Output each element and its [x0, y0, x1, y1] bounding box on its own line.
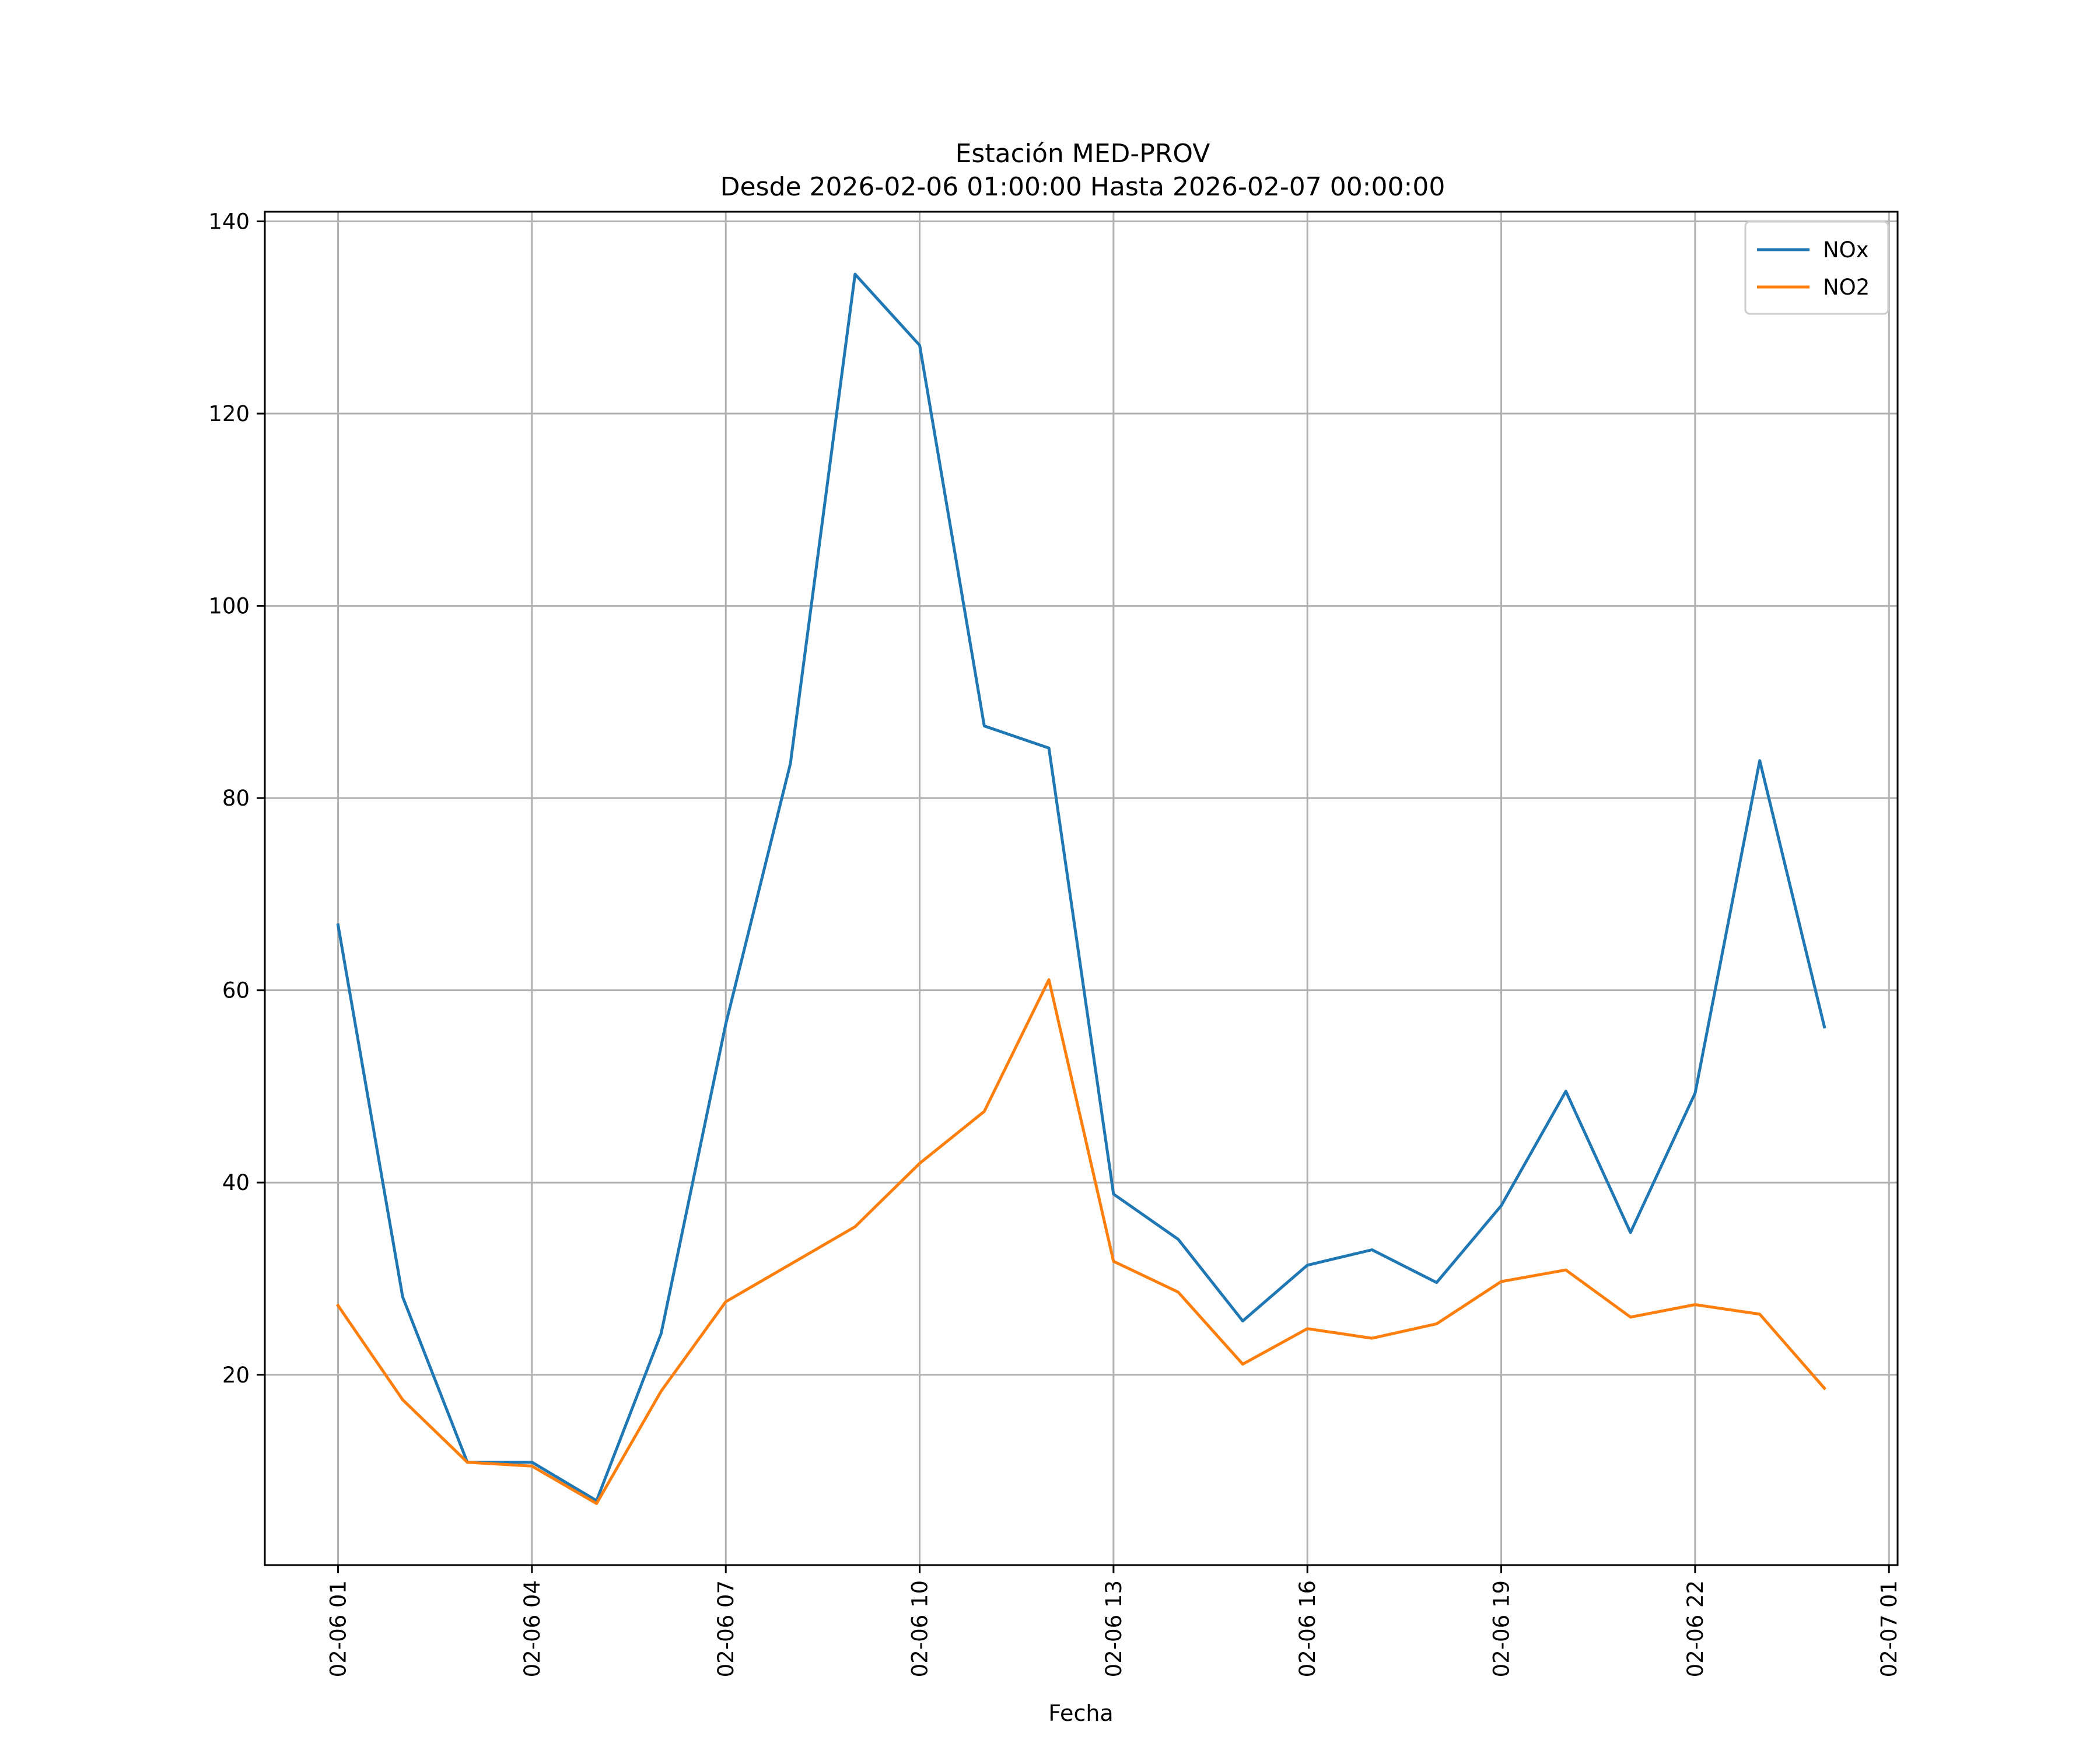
plot-frame [264, 211, 1899, 1566]
x-tick-label: 02-06 22 [1683, 1580, 1708, 1677]
x-tick-label: 02-06 04 [520, 1580, 545, 1677]
legend-label-no2: NO2 [1823, 275, 1870, 300]
y-tick-label: 40 [222, 1170, 250, 1195]
series-line-nox [336, 272, 1826, 1503]
x-tick-label: 02-06 19 [1489, 1580, 1514, 1677]
x-axis-label: Fecha [1048, 1700, 1113, 1726]
y-tick-label: 80 [222, 786, 250, 811]
plot-series [336, 272, 1827, 1505]
legend-label-nox: NOx [1823, 237, 1869, 262]
axis-ticks: 02-06 01 02-06 04 02-06 07 02-06 10 02-06 13… [208, 209, 1902, 1677]
chart-subtitle: Desde 2026-02-06 01:00:00 Hasta 2026-02-… [720, 172, 1446, 202]
y-tick-label: 60 [222, 978, 250, 1003]
x-tick-label: 02-06 01 [326, 1580, 351, 1677]
chart-title: Estación MED-PROV [956, 139, 1210, 169]
x-tick-label: 02-06 07 [713, 1580, 738, 1677]
y-tick-label: 120 [208, 401, 250, 426]
series-line-no2 [336, 978, 1827, 1505]
x-tick-label: 02-06 13 [1101, 1580, 1126, 1677]
y-tick-label: 140 [208, 209, 250, 234]
legend: NOx NO2 [1744, 220, 1889, 315]
y-tick-label: 20 [222, 1363, 250, 1388]
x-tick-label: 02-06 16 [1295, 1580, 1320, 1677]
x-tick-label: 02-07 01 [1877, 1580, 1902, 1677]
legend-box [1744, 220, 1889, 315]
grid [265, 212, 1898, 1565]
y-tick-label: 100 [208, 594, 250, 619]
x-tick-label: 02-06 10 [908, 1580, 933, 1677]
